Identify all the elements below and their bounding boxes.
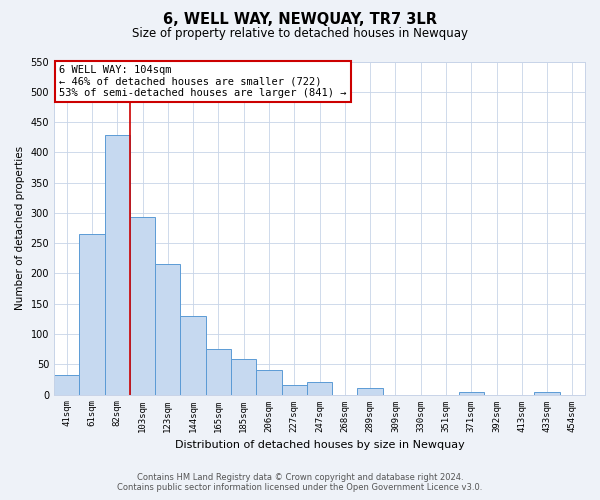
Bar	[535, 392, 560, 394]
Text: 6 WELL WAY: 104sqm
← 46% of detached houses are smaller (722)
53% of semi-detach: 6 WELL WAY: 104sqm ← 46% of detached hou…	[59, 65, 347, 98]
Bar	[231, 359, 256, 394]
Bar	[307, 382, 332, 394]
Bar	[256, 370, 281, 394]
Bar	[79, 234, 104, 394]
Bar	[155, 264, 181, 394]
Bar	[206, 348, 231, 395]
Text: Size of property relative to detached houses in Newquay: Size of property relative to detached ho…	[132, 28, 468, 40]
Y-axis label: Number of detached properties: Number of detached properties	[15, 146, 25, 310]
Bar	[130, 217, 155, 394]
Text: Contains HM Land Registry data © Crown copyright and database right 2024.
Contai: Contains HM Land Registry data © Crown c…	[118, 473, 482, 492]
Bar	[458, 392, 484, 394]
Bar	[181, 316, 206, 394]
Bar	[358, 388, 383, 394]
Bar	[54, 375, 79, 394]
Bar	[104, 136, 130, 394]
Bar	[281, 386, 307, 394]
X-axis label: Distribution of detached houses by size in Newquay: Distribution of detached houses by size …	[175, 440, 464, 450]
Text: 6, WELL WAY, NEWQUAY, TR7 3LR: 6, WELL WAY, NEWQUAY, TR7 3LR	[163, 12, 437, 28]
